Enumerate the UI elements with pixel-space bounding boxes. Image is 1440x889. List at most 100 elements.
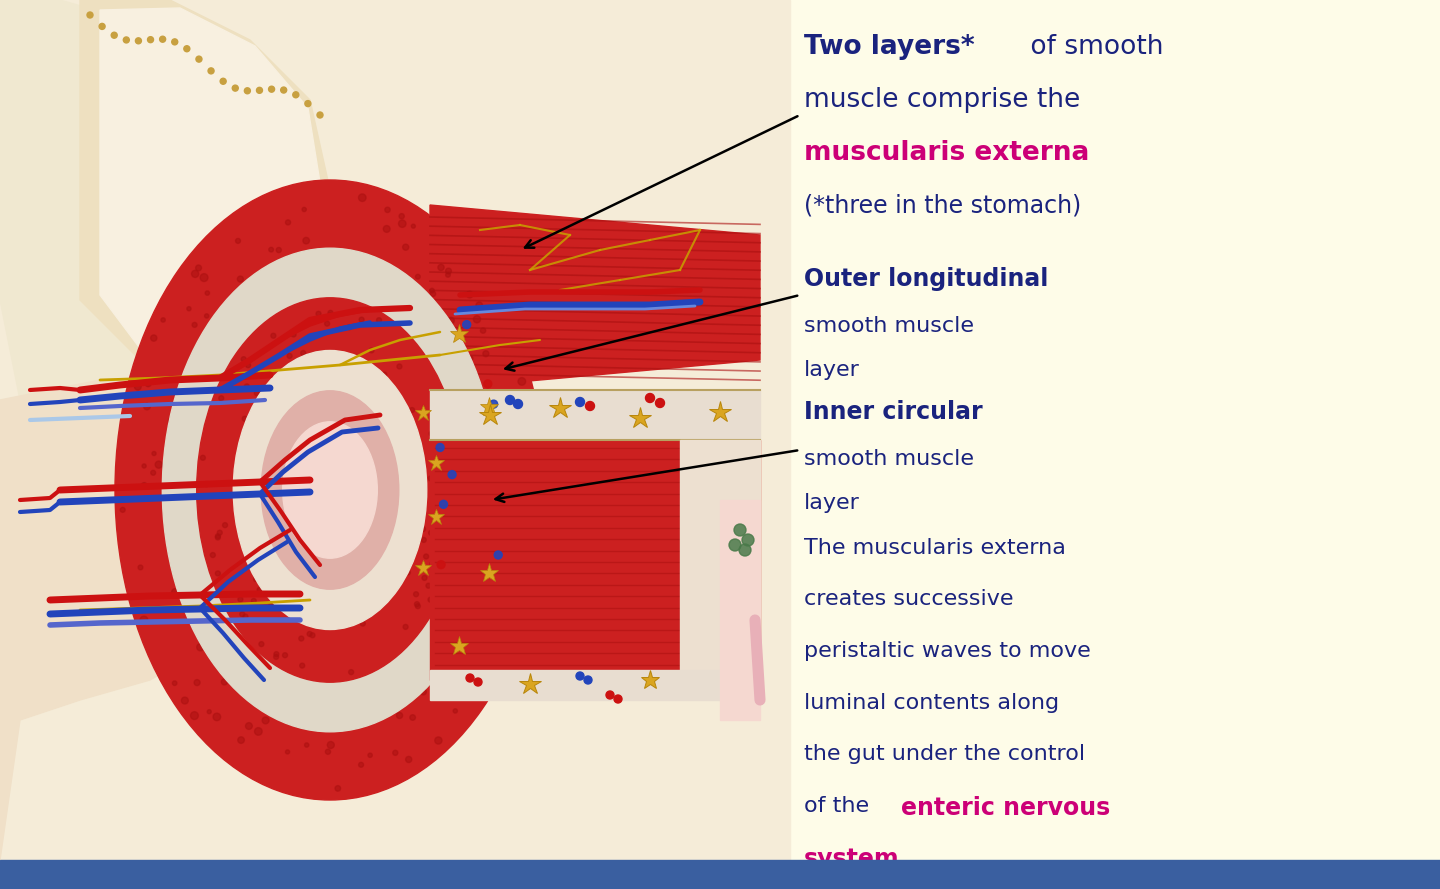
Polygon shape [431,205,760,390]
Circle shape [369,753,373,757]
Circle shape [576,672,585,680]
Polygon shape [81,0,330,370]
Circle shape [448,317,455,324]
Circle shape [197,644,204,651]
Circle shape [448,470,456,478]
Circle shape [449,536,454,541]
Bar [0,0,791,860]
Circle shape [359,194,366,202]
Circle shape [403,624,408,629]
Polygon shape [99,8,323,366]
Circle shape [206,349,210,354]
Circle shape [442,434,446,439]
Circle shape [120,508,125,512]
Circle shape [161,317,166,322]
Text: enteric nervous: enteric nervous [901,796,1110,820]
Circle shape [301,350,305,356]
Circle shape [359,317,364,322]
Text: luminal contents along: luminal contents along [804,693,1058,712]
Circle shape [304,743,308,747]
Bar [0,860,1440,889]
Circle shape [494,551,503,559]
Circle shape [501,572,507,578]
Circle shape [245,384,249,388]
Circle shape [187,307,192,311]
Circle shape [739,544,752,556]
Circle shape [160,36,166,42]
Circle shape [503,545,508,551]
Circle shape [181,388,189,395]
Circle shape [438,566,444,571]
Polygon shape [720,500,760,720]
Text: peristaltic waves to move: peristaltic waves to move [804,641,1090,661]
Circle shape [431,561,435,566]
Circle shape [124,37,130,43]
Circle shape [438,561,445,569]
Circle shape [269,86,275,92]
Circle shape [360,621,366,626]
Circle shape [455,501,461,507]
Circle shape [253,577,259,581]
Circle shape [151,335,157,341]
Circle shape [192,270,199,277]
Circle shape [514,408,520,414]
Circle shape [420,689,426,695]
Text: layer: layer [804,360,860,380]
Circle shape [645,394,655,403]
Circle shape [259,642,264,646]
Circle shape [508,515,514,520]
Circle shape [436,478,442,483]
Circle shape [292,708,300,714]
Circle shape [281,87,287,93]
Circle shape [475,637,481,644]
Circle shape [282,653,288,658]
Circle shape [238,597,243,602]
Circle shape [454,676,461,683]
Circle shape [190,712,199,719]
Text: (*three in the stomach): (*three in the stomach) [804,194,1081,218]
Text: The muscularis externa: The muscularis externa [804,538,1066,557]
Circle shape [251,598,256,604]
Ellipse shape [197,298,464,682]
Circle shape [474,316,481,323]
Circle shape [384,207,390,212]
Circle shape [222,679,228,685]
Circle shape [181,697,189,704]
Circle shape [334,717,341,724]
Circle shape [380,701,384,707]
Circle shape [111,32,117,38]
Circle shape [393,750,397,756]
Circle shape [147,36,154,43]
Circle shape [585,676,592,684]
Text: smooth muscle: smooth muscle [804,316,973,335]
Circle shape [516,590,521,597]
Circle shape [138,565,143,570]
Circle shape [310,633,315,637]
Circle shape [246,363,251,368]
Text: system: system [804,847,899,871]
Circle shape [468,605,475,613]
Polygon shape [431,440,760,680]
Polygon shape [680,440,760,680]
Circle shape [429,530,433,535]
Circle shape [422,575,428,581]
Circle shape [429,288,435,293]
Circle shape [252,370,258,374]
Circle shape [238,737,245,743]
Text: muscle comprise the: muscle comprise the [804,87,1080,113]
Circle shape [256,87,262,93]
Text: Inner circular: Inner circular [804,400,982,424]
Ellipse shape [115,180,544,800]
Circle shape [490,400,498,408]
Circle shape [236,238,240,244]
Circle shape [455,458,459,463]
Polygon shape [431,390,760,440]
Circle shape [530,533,537,541]
Circle shape [397,364,402,369]
Circle shape [376,317,382,323]
Circle shape [255,727,262,735]
Polygon shape [0,380,310,860]
Circle shape [220,78,226,84]
Circle shape [445,273,451,277]
Circle shape [523,392,530,399]
